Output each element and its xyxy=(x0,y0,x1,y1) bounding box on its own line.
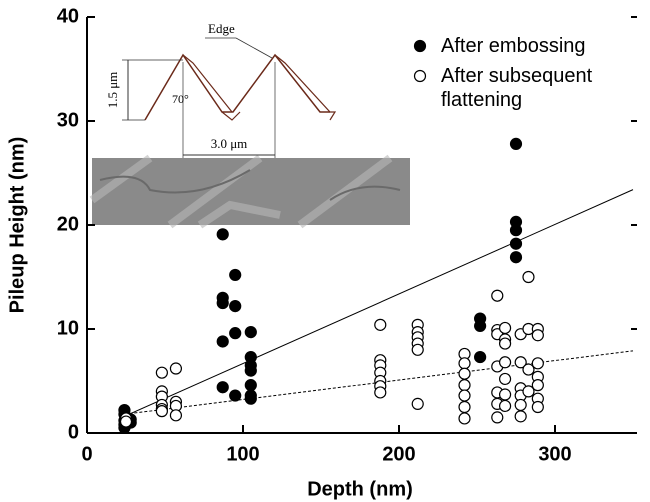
point xyxy=(498,337,512,350)
point xyxy=(155,405,168,418)
point xyxy=(531,400,544,414)
x-tick-label: 300 xyxy=(538,443,571,465)
pointer xyxy=(235,37,273,59)
x-tick-label: 200 xyxy=(382,443,415,465)
inset-label: 3.0 μm xyxy=(211,136,248,151)
point xyxy=(169,409,183,422)
point xyxy=(169,362,183,375)
y-tick-label: 30 xyxy=(57,109,79,131)
point xyxy=(498,388,512,401)
point xyxy=(374,386,387,399)
point xyxy=(458,379,471,392)
point xyxy=(509,251,523,264)
inset-label: 70° xyxy=(172,92,189,106)
point xyxy=(229,268,242,282)
y-tick-label: 40 xyxy=(57,5,79,27)
legend-marker xyxy=(413,39,427,53)
point xyxy=(229,389,242,402)
point xyxy=(514,410,527,423)
point xyxy=(119,415,133,428)
point xyxy=(374,318,387,331)
point xyxy=(522,363,535,376)
zigzag xyxy=(144,53,330,121)
point xyxy=(514,398,527,412)
sem-texture xyxy=(89,154,393,229)
point xyxy=(229,327,242,340)
point xyxy=(458,389,471,402)
y-tick-label: 0 xyxy=(68,421,79,443)
point xyxy=(509,237,523,250)
point xyxy=(411,397,424,410)
y-tick-label: 10 xyxy=(57,317,79,339)
point xyxy=(474,319,487,332)
point xyxy=(474,350,487,364)
x-tick-label: 100 xyxy=(226,443,259,465)
inset-label: 1.5 μm xyxy=(105,72,120,109)
zigzag-depth xyxy=(182,54,337,121)
legend-label: After subsequent flattening xyxy=(441,65,593,111)
legend-label: After embossing xyxy=(441,35,586,57)
point xyxy=(522,270,535,284)
point xyxy=(458,367,471,380)
legend-marker xyxy=(413,69,427,83)
point xyxy=(244,364,257,377)
point xyxy=(498,372,512,386)
point xyxy=(216,296,229,310)
fit-line xyxy=(124,189,634,417)
point xyxy=(531,379,544,392)
x-tick-label: 0 xyxy=(81,443,92,465)
x-axis-title: Depth (nm) xyxy=(307,478,413,500)
point xyxy=(514,356,527,369)
point xyxy=(216,381,229,394)
point xyxy=(498,356,512,369)
point xyxy=(531,329,544,342)
point xyxy=(458,400,471,414)
y-tick-label: 20 xyxy=(57,213,79,235)
point xyxy=(244,379,257,392)
point xyxy=(244,392,257,405)
inset: Edge 1.5 μm 70° 3.0 μm xyxy=(89,21,410,229)
point xyxy=(411,343,424,356)
point xyxy=(491,289,504,302)
point xyxy=(216,335,229,348)
point xyxy=(216,228,229,241)
point xyxy=(509,137,523,150)
point xyxy=(509,224,523,237)
point xyxy=(458,412,471,425)
point xyxy=(155,366,168,379)
sem-texture xyxy=(99,169,401,201)
point xyxy=(531,357,544,370)
point xyxy=(522,385,535,398)
point xyxy=(491,411,504,424)
point xyxy=(498,399,512,413)
point xyxy=(458,357,471,370)
inset-label: Edge xyxy=(208,21,235,36)
point xyxy=(244,326,257,339)
point xyxy=(498,321,512,335)
y-axis-title: Pileup Height (nm) xyxy=(6,137,28,314)
point xyxy=(229,300,242,313)
